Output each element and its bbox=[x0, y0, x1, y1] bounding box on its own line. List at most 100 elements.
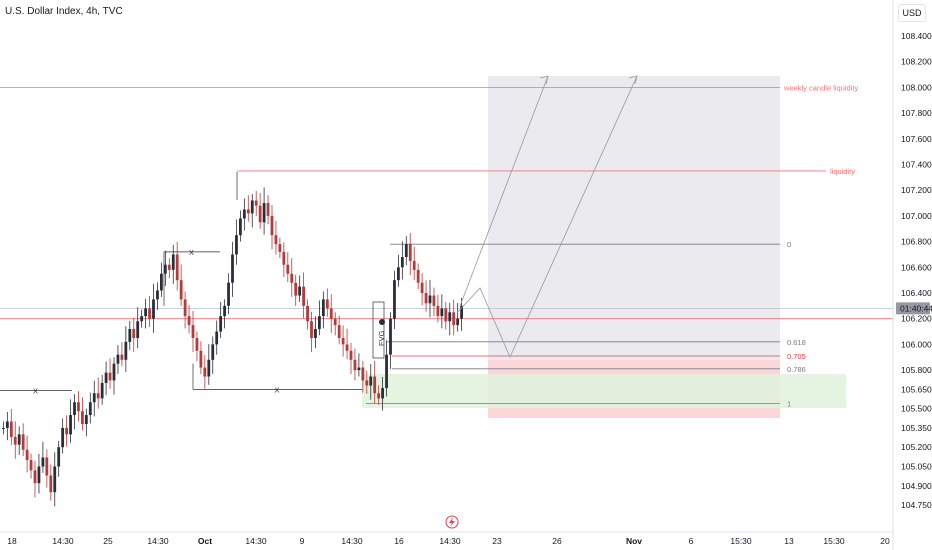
x-tick-label: 9 bbox=[300, 536, 305, 546]
candle-body bbox=[440, 308, 444, 317]
candle-body bbox=[5, 421, 9, 428]
candle-body bbox=[365, 380, 369, 386]
candle-body bbox=[104, 372, 108, 383]
level-label: weekly candle liquidity bbox=[783, 83, 858, 92]
y-tick-label: 106.600 bbox=[901, 262, 932, 272]
y-tick-label: 107.400 bbox=[901, 160, 932, 170]
candle-body bbox=[286, 264, 290, 274]
y-tick-label: 108.200 bbox=[901, 57, 932, 67]
candle-body bbox=[77, 402, 80, 412]
candle-body bbox=[357, 367, 361, 371]
candle-body bbox=[262, 203, 266, 223]
candle-body bbox=[432, 295, 436, 306]
y-tick-label: 105.650 bbox=[901, 384, 932, 394]
candle-body bbox=[294, 282, 298, 296]
price-axis[interactable]: 108.400 108.200 108.000 107.800 107.600 107.4… bbox=[892, 0, 932, 550]
candle-body bbox=[310, 321, 313, 338]
fib-level-label: 0.705 bbox=[787, 352, 806, 361]
candle-body bbox=[84, 415, 88, 425]
x-tick-label: 14:30 bbox=[439, 536, 461, 546]
candle-body bbox=[302, 286, 305, 306]
level-label: liquidity bbox=[830, 167, 855, 176]
x-tick-label: 20 bbox=[880, 536, 890, 546]
zones-layer bbox=[362, 76, 846, 418]
candle-body bbox=[179, 280, 183, 300]
candle-body bbox=[321, 299, 325, 317]
x-tick-label: 26 bbox=[552, 536, 562, 546]
candle-body bbox=[231, 254, 234, 283]
y-tick-label: 107.800 bbox=[901, 108, 932, 118]
candle-body bbox=[41, 457, 45, 467]
candle-body bbox=[156, 290, 159, 300]
symbol-name: U.S. Dollar Index bbox=[5, 6, 81, 17]
candle-body bbox=[408, 244, 412, 261]
candle-body bbox=[298, 286, 302, 296]
y-tick-label: 108.000 bbox=[901, 82, 932, 92]
candle-body bbox=[187, 316, 191, 326]
candle-body bbox=[314, 328, 317, 338]
candle-body bbox=[171, 254, 175, 270]
candle-body bbox=[428, 295, 432, 304]
candle-body bbox=[215, 331, 219, 345]
candle-body bbox=[448, 312, 452, 322]
candle-body bbox=[389, 318, 392, 355]
candle-body bbox=[424, 293, 428, 304]
x-tick-label: 18 bbox=[7, 536, 17, 546]
header-separator: , bbox=[80, 6, 87, 17]
candle-body bbox=[412, 260, 416, 270]
x-tick-label: Nov bbox=[626, 536, 642, 546]
y-tick-label: 105.500 bbox=[901, 404, 932, 414]
candle-body bbox=[377, 393, 381, 399]
arrowhead-icon bbox=[628, 75, 638, 85]
arrowhead-icon bbox=[539, 75, 549, 85]
candle-body bbox=[266, 203, 270, 216]
y-tick-label: 104.900 bbox=[901, 481, 932, 491]
x-tick-label: Oct bbox=[198, 536, 212, 546]
candle-body bbox=[167, 264, 171, 270]
candle-body bbox=[132, 328, 136, 338]
candle-body bbox=[100, 382, 104, 399]
candle-body bbox=[239, 218, 242, 236]
currency-button[interactable]: USD bbox=[898, 4, 926, 22]
candle-body bbox=[278, 244, 282, 252]
candle-body bbox=[128, 328, 132, 342]
candle-body bbox=[393, 280, 396, 319]
time-axis[interactable]: 18 14:30 25 14:30 Oct 14:30 9 14:30 16 14:30 23 26 N… bbox=[0, 515, 893, 546]
candle-body bbox=[21, 434, 25, 450]
candle-body bbox=[57, 447, 61, 467]
candle-body bbox=[235, 235, 238, 255]
candle-body bbox=[108, 372, 112, 381]
candle-body bbox=[219, 316, 223, 332]
candle-body bbox=[270, 215, 274, 236]
y-tick-label: 105.800 bbox=[901, 365, 932, 375]
candle-body bbox=[223, 305, 226, 317]
candle-body bbox=[61, 427, 65, 448]
candle-body bbox=[444, 308, 448, 322]
candle-body bbox=[13, 436, 17, 445]
y-tick-label: 105.350 bbox=[901, 423, 932, 433]
candle-body bbox=[227, 282, 230, 306]
candle-body bbox=[203, 367, 207, 377]
y-tick-label: 105.200 bbox=[901, 442, 932, 452]
candle-body bbox=[400, 257, 404, 268]
x-tick-label: 14:30 bbox=[341, 536, 363, 546]
candle-body bbox=[274, 235, 278, 245]
last-price-label: 01:40:44 bbox=[900, 303, 932, 313]
candle-body bbox=[29, 460, 33, 471]
target-zone bbox=[488, 76, 780, 360]
interval-label: 4h bbox=[86, 6, 98, 17]
candle-body bbox=[120, 354, 124, 360]
candle-body bbox=[250, 200, 254, 214]
candle-body bbox=[175, 254, 179, 281]
candle-body bbox=[333, 318, 337, 326]
candle-body bbox=[17, 434, 21, 445]
candle-body bbox=[436, 305, 440, 317]
target-arrow bbox=[459, 75, 549, 307]
candle-body bbox=[397, 267, 400, 281]
candle-body bbox=[318, 316, 321, 329]
candle-body bbox=[191, 325, 195, 338]
x-tick-label: 25 bbox=[103, 536, 113, 546]
candle-body bbox=[345, 344, 349, 351]
y-tick-label: 106.800 bbox=[901, 237, 932, 247]
